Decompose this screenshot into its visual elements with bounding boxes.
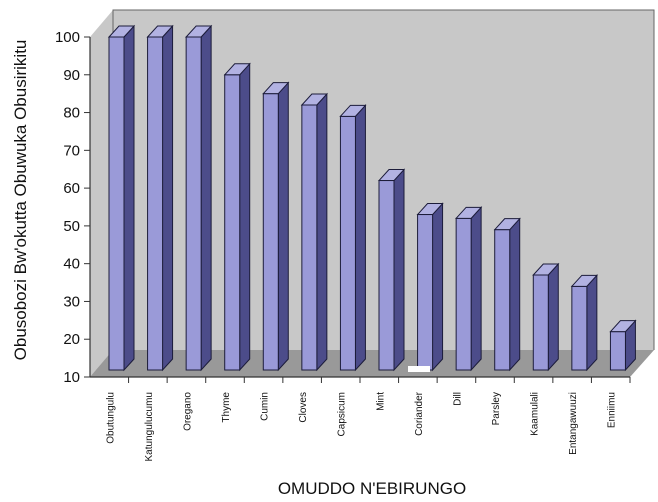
- bar-side: [123, 24, 135, 372]
- bar: [532, 262, 560, 372]
- x-category-label: Thyme: [221, 392, 232, 423]
- x-category-label: Cumin: [260, 392, 271, 421]
- y-tick-label: 100: [55, 29, 80, 46]
- y-tick-label: 50: [63, 218, 80, 235]
- category-label-group: Obutungulu Katungulucumu Oregano Thyme Cumin…: [105, 377, 631, 462]
- bar-top: [223, 63, 251, 76]
- x-category-label: Cloves: [298, 392, 309, 423]
- bar-group: [107, 24, 637, 372]
- bar-top: [300, 93, 328, 106]
- bar-front: [301, 104, 318, 371]
- bar-front: [147, 36, 164, 371]
- bar: [455, 206, 483, 372]
- x-category-label: Enniimu: [607, 392, 618, 428]
- y-tick-group: 10 20 30 40 50 60 70 80 90 100: [55, 29, 90, 386]
- floor: [90, 350, 654, 377]
- bar-front: [185, 36, 202, 371]
- bar-top: [107, 25, 136, 38]
- bar: [107, 24, 136, 372]
- bar-top: [185, 25, 213, 38]
- bar-side: [354, 104, 366, 372]
- bar: [416, 202, 444, 372]
- x-category-label: Entangawuuzi: [568, 392, 579, 455]
- x-category-label: Kaamulali: [530, 392, 541, 436]
- bar-front: [262, 93, 279, 371]
- bar-front: [417, 214, 434, 371]
- bar-front: [378, 180, 395, 371]
- bar-front: [532, 274, 549, 371]
- bar: [377, 168, 406, 372]
- bar-side: [470, 206, 482, 372]
- x-axis-title: OMUDDO N'EBIRUNGO: [278, 479, 466, 498]
- floor-patch: [408, 366, 430, 372]
- bar-side: [547, 262, 559, 372]
- y-tick-label: 20: [63, 331, 80, 348]
- y-tick-label: 80: [63, 105, 80, 122]
- bar-side: [509, 217, 521, 372]
- bar: [609, 319, 637, 372]
- x-category-label: Coriander: [414, 391, 425, 436]
- bar-side: [432, 202, 444, 372]
- bar-top: [146, 25, 174, 38]
- y-axis-title: Obusobozi Bw'okutta Obuwuka Obusirikitu: [11, 40, 30, 361]
- y-tick-label: 40: [63, 256, 80, 273]
- bar-front: [224, 74, 241, 371]
- bar: [262, 81, 290, 372]
- bar: [493, 217, 521, 372]
- y-tick-label: 30: [63, 293, 80, 310]
- bar: [300, 92, 328, 372]
- y-tick-label: 60: [63, 180, 80, 197]
- back-wall: [90, 10, 654, 377]
- x-category-label: Mint: [375, 392, 386, 411]
- bar-top: [532, 263, 560, 276]
- x-category-label: Parsley: [491, 392, 502, 425]
- bar-top: [455, 206, 483, 219]
- bar-front: [455, 217, 472, 371]
- bar-top: [493, 218, 521, 231]
- bar-front: [494, 229, 511, 371]
- bar-side: [316, 92, 328, 372]
- x-category-label: Oregano: [182, 392, 193, 431]
- bar: [185, 24, 213, 372]
- bar-top: [416, 203, 444, 216]
- y-tick-label: 70: [63, 142, 80, 159]
- y-tick-label: 10: [63, 369, 80, 386]
- bar-front: [339, 115, 356, 371]
- bar-side: [162, 24, 174, 372]
- y-tick-label: 90: [63, 67, 80, 84]
- x-category-label: Dill: [452, 392, 463, 406]
- bar-side: [239, 62, 251, 372]
- bar-side: [586, 274, 598, 372]
- bar: [146, 24, 174, 372]
- bar: [570, 274, 598, 372]
- bar-top: [609, 320, 637, 333]
- bar: [223, 62, 251, 372]
- bar-top: [377, 169, 406, 182]
- x-category-label: Obutungulu: [105, 392, 116, 444]
- bar-front: [108, 36, 125, 371]
- bar-side: [393, 168, 405, 372]
- bar-side: [200, 24, 212, 372]
- bar-front: [571, 285, 588, 371]
- bar-top: [339, 104, 367, 117]
- bar-top: [262, 82, 290, 95]
- bar: [339, 104, 367, 372]
- bar-top: [570, 274, 598, 287]
- x-category-label: Capsicum: [337, 392, 348, 436]
- x-category-label: Katungulucumu: [144, 392, 155, 462]
- bar-side: [277, 81, 289, 372]
- bar-front: [609, 331, 626, 371]
